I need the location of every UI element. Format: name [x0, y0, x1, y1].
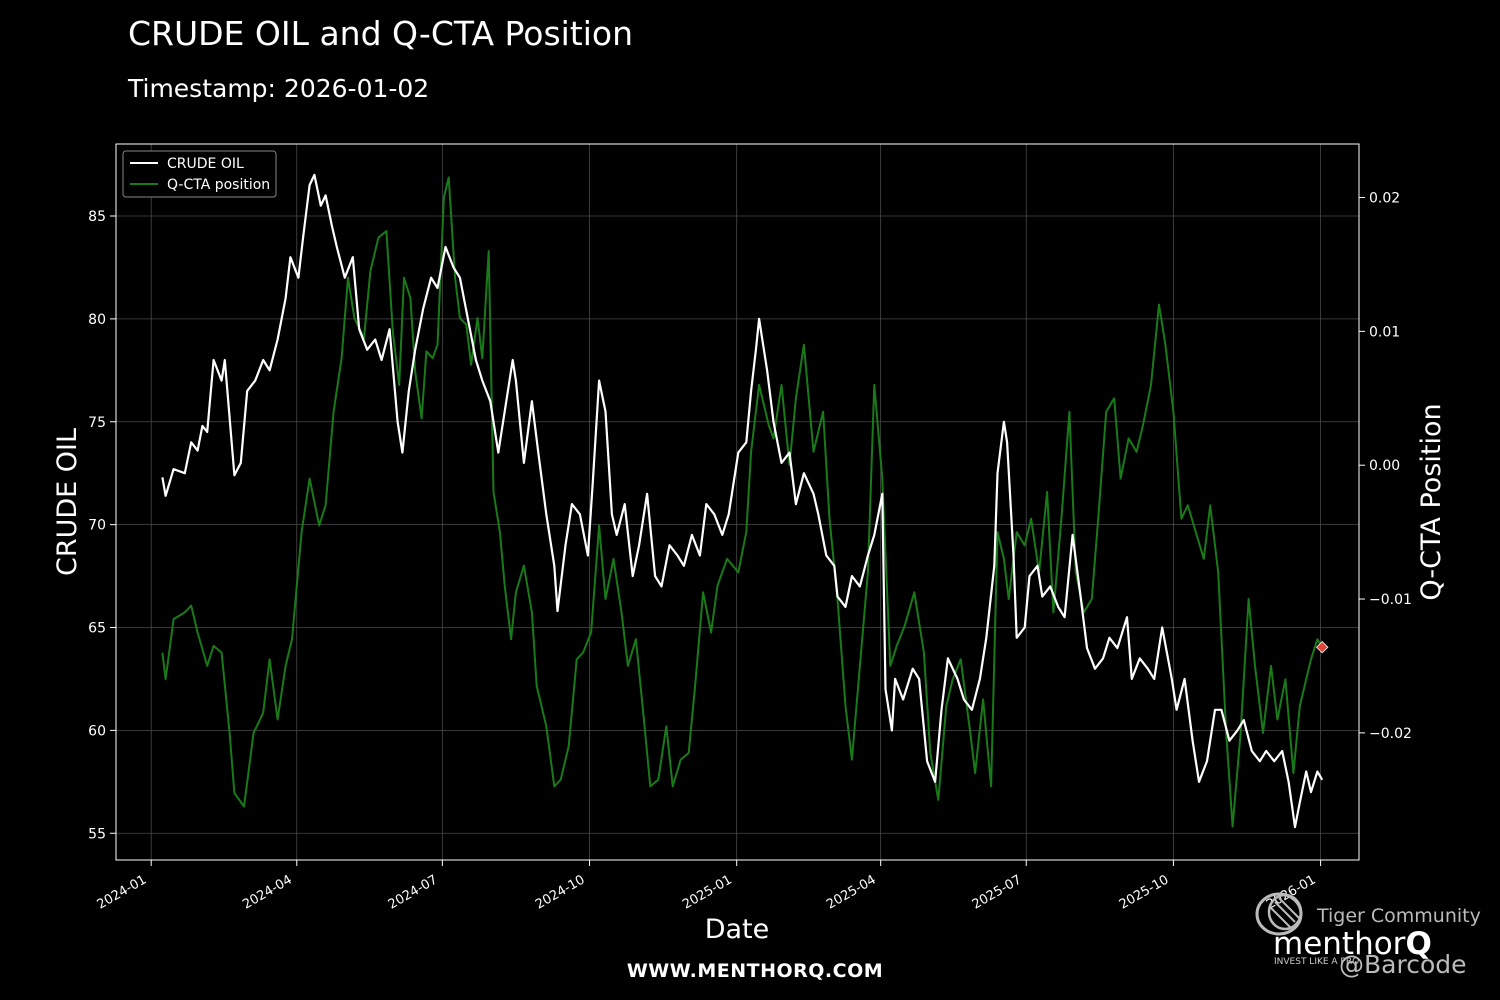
axes: 2024-01 2024-04 2024-07 2024-10 2025-01 2025-…: [88, 191, 1412, 913]
legend-label-oil: CRUDE OIL: [167, 156, 244, 172]
x-tick-label: 2025-07: [970, 872, 1025, 912]
y-tick-label: 70: [88, 518, 106, 534]
y2-tick-label: −0.01: [1369, 592, 1412, 608]
chart-title: CRUDE OIL and Q-CTA Position: [128, 14, 634, 53]
x-tick-label: 2024-07: [386, 872, 441, 912]
watermark-brand: menthorQ: [1273, 926, 1432, 962]
y2-tick-label: 0.02: [1369, 191, 1400, 207]
y2-tick-label: −0.02: [1369, 726, 1412, 742]
footer-website[interactable]: WWW.MENTHORQ.COM: [626, 960, 884, 982]
legend-label-cta: Q-CTA position: [167, 177, 270, 193]
plot-frame: [115, 143, 1360, 861]
series-line-qcta-position: [161, 176, 1324, 828]
x-tick-label: 2025-10: [1117, 872, 1172, 912]
watermark-community: Tiger Community: [1317, 905, 1481, 927]
watermark-area: Tiger Community menthorQ INVEST LIKE A P…: [1255, 888, 1495, 993]
x-axis-label: Date: [705, 914, 770, 945]
legend-box: [122, 150, 277, 198]
y-tick-label: 75: [88, 415, 106, 431]
grid-lines: [116, 144, 1359, 860]
watermark-brand-q: Q: [1405, 926, 1432, 962]
x-tick-label: 2024-10: [533, 872, 588, 912]
y2-tick-label: 0.01: [1369, 324, 1400, 340]
y-tick-label: 60: [88, 723, 106, 739]
chart-timestamp: Timestamp: 2026-01-02: [128, 74, 430, 103]
watermark-handle: @Barcode: [1339, 950, 1467, 979]
y-tick-label: 65: [88, 621, 106, 637]
watermark-brand-text: menthor: [1273, 926, 1406, 962]
last-position-marker: [1315, 640, 1329, 654]
series-layer: [161, 173, 1329, 829]
x-tick-label: 2025-04: [824, 872, 879, 912]
coin-logo-icon: [1255, 892, 1303, 936]
watermark-tagline: INVEST LIKE A PRO: [1274, 957, 1360, 967]
y2-tick-label: 0.00: [1369, 458, 1400, 474]
y-tick-label: 85: [88, 209, 106, 225]
series-line-crude-oil: [161, 173, 1324, 829]
y-tick-label: 55: [88, 826, 106, 842]
y-tick-label: 80: [88, 312, 106, 328]
x-tick-label: 2024-04: [240, 872, 295, 912]
legend: CRUDE OIL Q-CTA position: [122, 150, 277, 198]
x-tick-label: 2024-01: [95, 872, 150, 912]
x-tick-label: 2025-01: [680, 872, 735, 912]
y2-axis-label: Q-CTA Position: [1416, 403, 1447, 600]
y-axis-label: CRUDE OIL: [52, 428, 83, 576]
